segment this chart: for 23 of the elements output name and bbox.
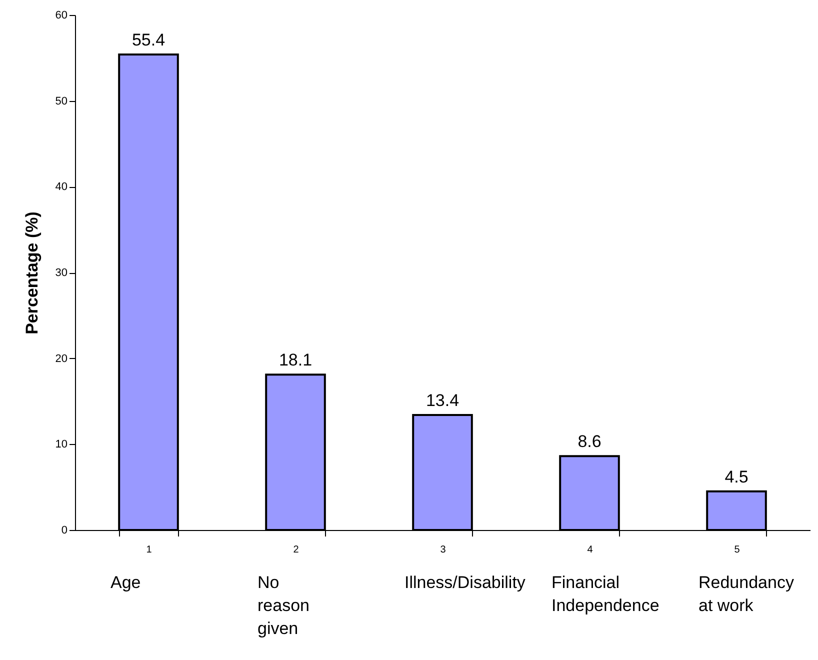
x-tick-label: 5 bbox=[734, 544, 740, 556]
x-tick-label: 1 bbox=[146, 544, 152, 556]
text: Illness/Disability bbox=[404, 573, 526, 592]
y-tick-label: 20 bbox=[55, 352, 68, 365]
data-label: 4.5 bbox=[724, 467, 748, 486]
y-tick-label: 0 bbox=[61, 524, 68, 536]
y-tick-label: 30 bbox=[55, 267, 68, 279]
data-label: 55.4 bbox=[132, 30, 166, 50]
y-tick-label: 40 bbox=[55, 181, 68, 194]
text: Age bbox=[110, 573, 141, 592]
x-tick-label: 3 bbox=[440, 544, 446, 556]
y-tick-label: 50 bbox=[55, 95, 68, 108]
data-label: 13.4 bbox=[426, 390, 460, 410]
x-tick-label: 2 bbox=[293, 544, 300, 556]
y-tick-label: 10 bbox=[55, 438, 68, 451]
text: No reason given bbox=[258, 573, 310, 638]
y-axis-title: Percentage (%) bbox=[22, 212, 42, 334]
y-tick-label: 60 bbox=[55, 10, 68, 22]
text: Financial Independence bbox=[552, 573, 660, 615]
text: Redundancy at work bbox=[698, 573, 794, 615]
x-tick-label: 4 bbox=[587, 544, 594, 556]
data-label: 8.6 bbox=[578, 432, 602, 452]
data-label: 18.1 bbox=[278, 350, 312, 370]
